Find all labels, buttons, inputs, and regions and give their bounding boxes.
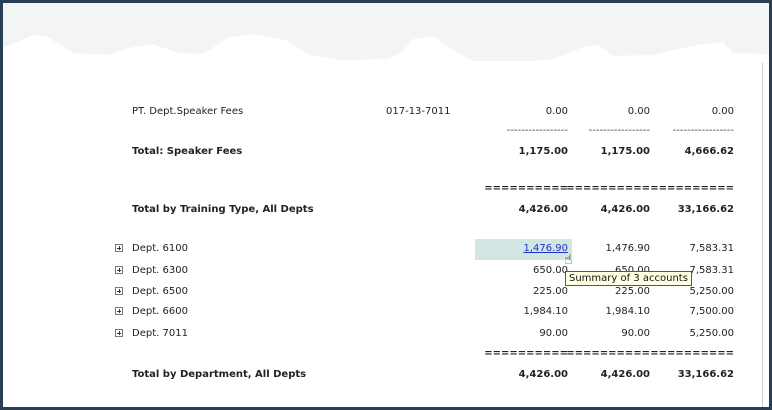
- value: 4,426.00: [518, 204, 568, 215]
- row-label: Dept. 6600: [132, 306, 188, 317]
- dept-row: Dept. 6100 1,476.90 1,476.90 7,583.31: [3, 242, 769, 256]
- dept-row: Dept. 6500 225.00 225.00 5,250.00: [3, 285, 769, 299]
- row-label: Dept. 6100: [132, 243, 188, 254]
- value: 650.00: [550, 264, 650, 278]
- separator: ==========: [484, 183, 568, 194]
- value[interactable]: 90.00: [539, 328, 568, 339]
- row-label: Dept. 6300: [132, 265, 188, 276]
- value: 33,166.62: [677, 369, 734, 380]
- torn-edge-decoration: [3, 3, 769, 73]
- row-label: Total by Training Type, All Depts: [132, 204, 314, 215]
- row-label: Dept. 7011: [132, 328, 188, 339]
- expand-icon[interactable]: [115, 329, 123, 337]
- value: 0.00: [627, 106, 650, 117]
- dept-row: Dept. 7011 90.00 90.00 5,250.00: [3, 327, 769, 341]
- value[interactable]: 1,984.10: [523, 306, 568, 317]
- row-label: Dept. 6500: [132, 286, 188, 297]
- value: 90.00: [621, 328, 650, 339]
- value: 1,175.00: [600, 146, 650, 157]
- value: 1,175.00: [518, 146, 568, 157]
- separator: ==========: [650, 348, 734, 359]
- value: 5,250.00: [689, 328, 734, 339]
- value: 7,500.00: [689, 306, 734, 317]
- dash-separator: ----------------- ----------------- ----…: [3, 124, 769, 138]
- separator: -----------------: [506, 125, 568, 136]
- scrollbar-edge: [762, 63, 763, 407]
- value: 4,426.00: [600, 204, 650, 215]
- row-label: Total by Department, All Depts: [132, 369, 307, 380]
- expand-icon[interactable]: [115, 287, 123, 295]
- dept-amount-link[interactable]: 1,476.90: [523, 243, 568, 254]
- separator: -----------------: [672, 125, 734, 136]
- separator: ==========: [566, 348, 650, 359]
- value: 5,250.00: [689, 286, 734, 297]
- value: 0.00: [711, 106, 734, 117]
- separator: ==========: [566, 183, 650, 194]
- separator: ==========: [484, 348, 568, 359]
- dept-row: Dept. 6300 650.00 650.00 7,583.31: [3, 264, 769, 278]
- value[interactable]: 225.00: [533, 286, 568, 297]
- report-frame: PT. Dept.Speaker Fees 017-13-7011 0.00 0…: [3, 3, 769, 407]
- dept-row: Dept. 6600 1,984.10 1,984.10 7,500.00: [3, 305, 769, 319]
- value[interactable]: 650.00: [533, 265, 568, 276]
- account-number: 017-13-7011: [386, 106, 451, 117]
- row-label: PT. Dept.Speaker Fees: [132, 106, 244, 117]
- row-label: Total: Speaker Fees: [132, 146, 243, 157]
- training-total-row: Total by Training Type, All Depts 4,426.…: [3, 203, 769, 217]
- separator: -----------------: [588, 125, 650, 136]
- value: 225.00: [615, 286, 650, 297]
- expand-icon[interactable]: [115, 307, 123, 315]
- value: 4,426.00: [518, 369, 568, 380]
- hand-cursor-icon: ☝: [564, 252, 573, 268]
- expand-icon[interactable]: [115, 244, 123, 252]
- department-total-row: Total by Department, All Depts 4,426.00 …: [3, 368, 769, 382]
- speaker-total-row: Total: Speaker Fees 1,175.00 1,175.00 4,…: [3, 145, 769, 159]
- value: 0.00: [545, 106, 568, 117]
- value: 4,666.62: [684, 146, 734, 157]
- hover-highlight: [475, 239, 572, 260]
- equals-separator: ========== ========== ==========: [3, 182, 769, 196]
- equals-separator: ========== ========== ==========: [3, 347, 769, 361]
- tooltip: Summary of 3 accounts: [565, 271, 692, 286]
- value: 1,984.10: [605, 306, 650, 317]
- value: 33,166.62: [677, 204, 734, 215]
- value: 1,476.90: [605, 243, 650, 254]
- value: 7,583.31: [689, 243, 734, 254]
- value: 7,583.31: [689, 265, 734, 276]
- separator: ==========: [650, 183, 734, 194]
- detail-row: PT. Dept.Speaker Fees 017-13-7011 0.00 0…: [3, 105, 769, 119]
- expand-icon[interactable]: [115, 266, 123, 274]
- value: 4,426.00: [600, 369, 650, 380]
